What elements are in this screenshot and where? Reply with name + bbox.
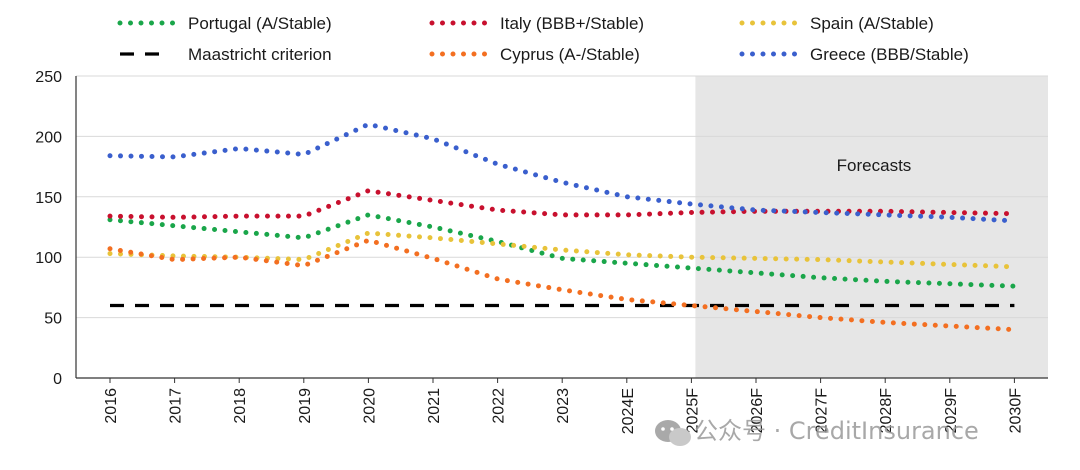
forecast-shaded-region [695,76,1048,378]
legend-label: Italy (BBB+/Stable) [500,14,644,33]
x-tick-label: 2020 [361,388,378,424]
x-tick-label: 2021 [426,388,443,424]
x-tick-label: 2030F [1007,388,1024,434]
watermark-text: 公众号 · CreditInsurance [694,417,979,445]
wechat-icon [655,420,691,446]
y-tick-label: 150 [35,190,62,207]
legend-label: Greece (BBB/Stable) [810,45,969,64]
legend-label: Maastricht criterion [188,45,332,64]
legend-label: Portugal (A/Stable) [188,14,332,33]
x-tick-label: 2027F [814,388,831,434]
y-tick-label: 200 [35,129,62,146]
x-tick-label: 2018 [232,388,249,424]
series-line [107,237,1017,333]
x-tick-label: 2029F [943,388,960,434]
y-tick-label: 100 [35,250,62,267]
x-tick-label: 2016 [103,388,120,424]
x-tick-label: 2022 [491,388,508,424]
x-tick-label: 2026F [749,388,766,434]
y-tick-label: 50 [44,311,62,328]
forecast-label: Forecasts [837,156,912,175]
y-tick-label: 0 [53,371,62,388]
x-tick-label: 2019 [297,388,314,424]
x-tick-label: 2028F [878,388,895,434]
legend-label: Cyprus (A-/Stable) [500,45,640,64]
legend-label: Spain (A/Stable) [810,14,934,33]
watermark: 公众号 · CreditInsurance [655,417,979,446]
legend: Portugal (A/Stable) Italy (BBB+/Stable) Sp… [117,14,969,64]
x-tick-label: 2025F [684,388,701,434]
series-line [107,212,1017,289]
y-axis-ticks: 0 50 100 150 200 250 [35,69,62,388]
y-tick-label: 250 [35,69,62,86]
x-tick-label: 2017 [168,388,185,424]
x-tick-label: 2023 [555,388,572,424]
series-lines [107,121,1017,333]
x-tick-label: 2024E [620,388,637,434]
x-axis-ticks: 2016 2017 2018 2019 2020 2021 2022 2023 2024E 202… [103,378,1024,434]
